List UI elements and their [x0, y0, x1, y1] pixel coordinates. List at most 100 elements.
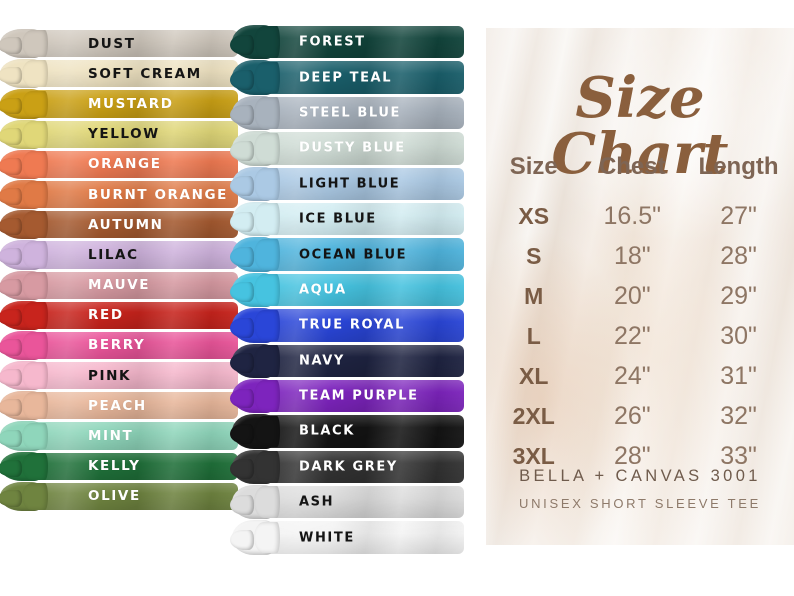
size-table-header: Size Chest Length: [486, 153, 794, 181]
color-label: SOFT CREAM: [88, 65, 202, 82]
chart-background-photo: [486, 28, 794, 545]
shirt-body: [262, 238, 464, 272]
color-swatch-column-left: DUST SOFT CREAM MUSTARD YELLOW ORANGE BURNT O…: [0, 0, 240, 511]
cell-size: XS: [518, 202, 550, 229]
cell-chest: 28": [613, 441, 651, 470]
shirt-knot: [230, 485, 280, 520]
shirt-body: [32, 452, 238, 481]
color-swatch-row: STEEL BLUE: [230, 95, 482, 131]
shirt-knot: [0, 210, 48, 240]
color-swatch-row: WHITE: [230, 519, 482, 555]
color-swatch-row: YELLOW: [0, 119, 240, 150]
cell-length: 31": [720, 361, 757, 390]
shirt-knot: [0, 391, 48, 421]
shirt-body: [32, 60, 238, 88]
color-label: KELLY: [88, 458, 141, 475]
shirt-knot: [230, 520, 280, 555]
color-label: BURNT ORANGE: [88, 186, 228, 203]
color-label: OLIVE: [88, 488, 141, 505]
cell-size: 3XL: [512, 442, 555, 469]
shirt-body: [262, 96, 464, 130]
table-row: XL 24" 31": [486, 356, 794, 396]
shirt-body: [262, 486, 464, 519]
color-swatch-row: SOFT CREAM: [0, 58, 240, 89]
cell-chest: 22": [613, 321, 651, 350]
color-label: YELLOW: [88, 126, 160, 143]
shirt-body: [32, 331, 238, 360]
shirt-knot: [0, 451, 48, 481]
cell-size: XL: [519, 362, 549, 389]
color-swatch-row: PINK: [0, 360, 240, 391]
color-label: LIGHT BLUE: [299, 176, 401, 192]
color-swatch-row: TEAM PURPLE: [230, 378, 482, 414]
shirt-knot: [0, 330, 48, 361]
shirt-body: [262, 132, 464, 165]
cell-length: 29": [720, 281, 757, 310]
shirt-body: [32, 90, 238, 118]
color-swatch-row: MINT: [0, 420, 240, 451]
shirt-knot: [230, 95, 280, 131]
color-swatch-row: KELLY: [0, 451, 240, 482]
shirt-body: [32, 362, 238, 390]
color-swatch-row: BERRY: [0, 330, 240, 361]
column-header-size: Size: [509, 153, 558, 180]
cell-size: 2XL: [512, 402, 555, 429]
shirt-body: [262, 202, 464, 236]
color-swatch-row: NAVY: [230, 343, 482, 379]
color-label: MUSTARD: [88, 95, 174, 112]
table-row: M 20" 29": [486, 276, 794, 316]
shirt-body: [262, 309, 464, 342]
color-label: WHITE: [299, 530, 355, 546]
shirt-knot: [230, 60, 280, 95]
color-label: LILAC: [88, 246, 139, 263]
cell-size: L: [526, 322, 541, 349]
shirt-knot: [230, 201, 280, 237]
shirt-body: [262, 415, 464, 449]
size-chart-panel: Size Chart Size Chest Length XS 16.5" 27" S…: [486, 28, 794, 545]
color-label: OCEAN BLUE: [299, 247, 408, 263]
shirt-body: [262, 450, 464, 484]
color-swatch-row: MUSTARD: [0, 88, 240, 119]
color-swatch-row: BURNT ORANGE: [0, 179, 240, 210]
cell-length: 30": [720, 321, 757, 350]
color-swatch-row: RED: [0, 300, 240, 331]
color-swatch-row: ICE BLUE: [230, 201, 482, 237]
cell-size: S: [526, 242, 542, 269]
color-swatch-row: ASH: [230, 484, 482, 520]
cell-chest: 20": [613, 281, 651, 310]
cell-length: 27": [720, 201, 757, 230]
shirt-knot: [230, 378, 280, 414]
color-swatch-row: DUST: [0, 28, 240, 59]
color-swatch-row: DEEP TEAL: [230, 59, 482, 95]
shirt-knot: [0, 421, 48, 451]
color-swatch-row: OCEAN BLUE: [230, 236, 482, 272]
table-row: 2XL 26" 32": [486, 396, 794, 436]
shirt-knot: [230, 25, 280, 60]
shirt-knot: [230, 414, 280, 449]
table-row: S 18" 28": [486, 236, 794, 276]
table-row: XS 16.5" 27": [486, 196, 794, 236]
color-label: DEEP TEAL: [299, 70, 393, 86]
color-swatch-row: OLIVE: [0, 481, 240, 512]
color-label: DUSTY BLUE: [299, 140, 406, 156]
shirt-body: [32, 211, 238, 239]
shirt-knot: [0, 59, 48, 89]
color-swatch-row: BLACK: [230, 413, 482, 449]
color-swatch-row: LILAC: [0, 239, 240, 270]
cell-size: M: [524, 282, 544, 309]
color-label: FOREST: [299, 34, 366, 50]
cell-length: 28": [720, 241, 757, 270]
shirt-body: [32, 120, 238, 148]
brand-name: BELLA + CANVAS 3001: [519, 467, 761, 485]
shirt-body: [32, 301, 238, 330]
shirt-body: [32, 30, 238, 58]
shirt-body: [32, 180, 238, 209]
shirt-knot: [230, 237, 280, 272]
shirt-knot: [0, 240, 48, 270]
cell-chest: 26": [613, 401, 651, 430]
shirt-knot: [230, 131, 280, 166]
color-swatch-column-middle: FOREST DEEP TEAL STEEL BLUE DUSTY BLUE LIGHT…: [230, 0, 482, 555]
color-label: BLACK: [299, 423, 355, 439]
color-swatch-row: FOREST: [230, 24, 482, 60]
